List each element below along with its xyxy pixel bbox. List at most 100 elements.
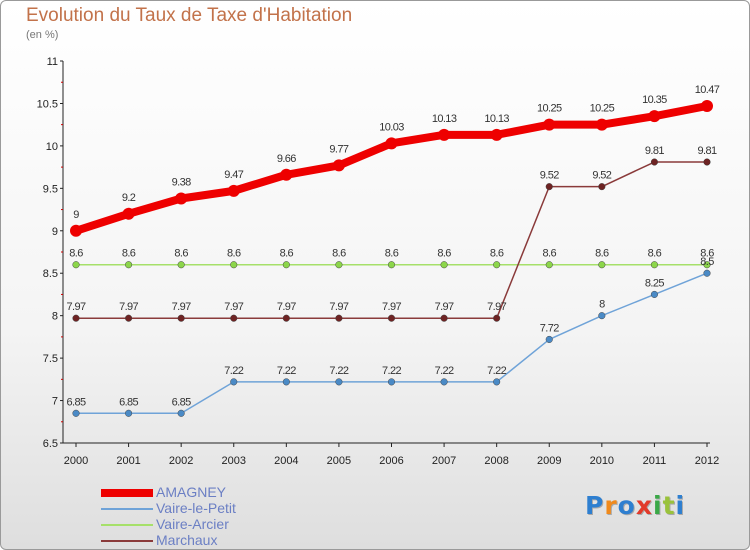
data-point bbox=[650, 158, 658, 166]
data-point bbox=[703, 261, 711, 269]
data-label: 7.97 bbox=[119, 301, 138, 313]
data-point bbox=[438, 128, 451, 141]
data-label: 8.6 bbox=[332, 248, 346, 260]
x-tick-label: 2006 bbox=[379, 455, 403, 467]
data-point bbox=[227, 184, 240, 197]
data-label: 8.6 bbox=[69, 248, 83, 260]
data-point bbox=[230, 261, 238, 269]
data-point bbox=[177, 409, 185, 417]
data-label: 7.97 bbox=[66, 301, 85, 313]
data-label: 9.47 bbox=[224, 169, 243, 181]
x-tick-label: 2010 bbox=[590, 455, 614, 467]
data-label: 6.85 bbox=[119, 396, 138, 408]
data-point bbox=[385, 137, 398, 150]
data-point bbox=[545, 261, 553, 269]
logo-letter: P bbox=[585, 491, 605, 520]
legend-label: Marchaux bbox=[156, 532, 218, 548]
data-label: 8 bbox=[599, 299, 605, 311]
data-point bbox=[282, 261, 290, 269]
data-point bbox=[70, 224, 82, 237]
data-label: 6.85 bbox=[172, 396, 191, 408]
data-label: 7.22 bbox=[382, 365, 401, 377]
logo-letter: o bbox=[617, 491, 636, 520]
data-point bbox=[72, 314, 80, 322]
data-point bbox=[335, 314, 343, 322]
proxiti-logo: Proxiti bbox=[585, 491, 685, 520]
data-label: 9.52 bbox=[592, 170, 611, 182]
data-label: 8.5 bbox=[700, 256, 714, 268]
chart-subtitle: (en %) bbox=[26, 29, 59, 41]
data-label: 7.97 bbox=[172, 301, 191, 313]
data-point bbox=[701, 99, 713, 112]
data-label: 8.6 bbox=[280, 248, 294, 260]
data-label: 10.25 bbox=[590, 103, 615, 115]
legend-label: Vaire-le-Petit bbox=[156, 500, 236, 516]
data-point bbox=[122, 207, 135, 220]
data-point bbox=[440, 314, 448, 322]
data-point bbox=[125, 314, 133, 322]
data-point bbox=[493, 378, 501, 386]
data-label: 9.81 bbox=[645, 145, 664, 157]
data-label: 9.2 bbox=[122, 192, 136, 204]
data-point bbox=[125, 409, 133, 417]
data-point bbox=[177, 314, 185, 322]
data-point bbox=[230, 378, 238, 386]
data-point bbox=[335, 378, 343, 386]
data-label: 8.6 bbox=[490, 248, 504, 260]
data-point bbox=[332, 159, 345, 172]
data-label: 8.6 bbox=[227, 248, 241, 260]
y-tick-label: 8.5 bbox=[43, 268, 58, 280]
data-label: 7.22 bbox=[435, 365, 454, 377]
series-line-marchaux bbox=[75, 161, 708, 319]
data-point bbox=[545, 183, 553, 191]
data-label: 7.22 bbox=[487, 365, 506, 377]
data-label: 8.6 bbox=[700, 248, 714, 260]
data-label: 7.22 bbox=[224, 365, 243, 377]
data-point bbox=[125, 261, 133, 269]
data-point bbox=[280, 168, 293, 181]
x-tick-label: 2012 bbox=[695, 455, 719, 467]
data-point bbox=[598, 261, 606, 269]
series-line-vaire-le-petit bbox=[75, 272, 708, 415]
data-label: 9.38 bbox=[172, 177, 191, 189]
data-point bbox=[230, 314, 238, 322]
legend-label: AMAGNEY bbox=[156, 484, 227, 500]
data-point bbox=[282, 378, 290, 386]
y-tick-label: 10.5 bbox=[37, 98, 58, 110]
data-label: 10.47 bbox=[695, 84, 720, 96]
data-point bbox=[440, 378, 448, 386]
data-point bbox=[335, 261, 343, 269]
data-label: 9.77 bbox=[329, 143, 348, 155]
data-point bbox=[545, 335, 553, 343]
data-point bbox=[493, 314, 501, 322]
data-label: 7.97 bbox=[435, 301, 454, 313]
legend-swatch bbox=[101, 540, 153, 542]
legend-label: Vaire-Arcier bbox=[156, 516, 229, 532]
data-label: 10.13 bbox=[432, 113, 457, 125]
data-label: 7.22 bbox=[329, 365, 348, 377]
data-label: 10.03 bbox=[379, 121, 404, 133]
y-tick-label: 8 bbox=[52, 311, 58, 323]
logo-letter: r bbox=[604, 491, 618, 520]
data-label: 8.6 bbox=[648, 248, 662, 260]
data-point bbox=[72, 409, 80, 417]
data-label: 8.6 bbox=[595, 248, 609, 260]
data-point bbox=[650, 261, 658, 269]
logo-letter: t bbox=[662, 491, 676, 520]
y-tick-label: 9.5 bbox=[43, 183, 58, 195]
data-label: 10.35 bbox=[642, 94, 667, 106]
logo-letter: i bbox=[653, 491, 663, 520]
data-label: 7.22 bbox=[277, 365, 296, 377]
data-label: 8.6 bbox=[122, 248, 136, 260]
x-tick-label: 2001 bbox=[116, 455, 140, 467]
data-label: 10.13 bbox=[484, 113, 509, 125]
legend-swatch bbox=[101, 508, 153, 510]
data-point bbox=[703, 269, 711, 277]
x-tick-label: 2005 bbox=[327, 455, 351, 467]
x-tick-label: 2004 bbox=[274, 455, 298, 467]
data-label: 10.25 bbox=[537, 103, 562, 115]
data-point bbox=[493, 261, 501, 269]
data-label: 7.97 bbox=[224, 301, 243, 313]
chart-title: Evolution du Taux de Taxe d'Habitation bbox=[26, 5, 353, 26]
data-point bbox=[387, 378, 396, 386]
